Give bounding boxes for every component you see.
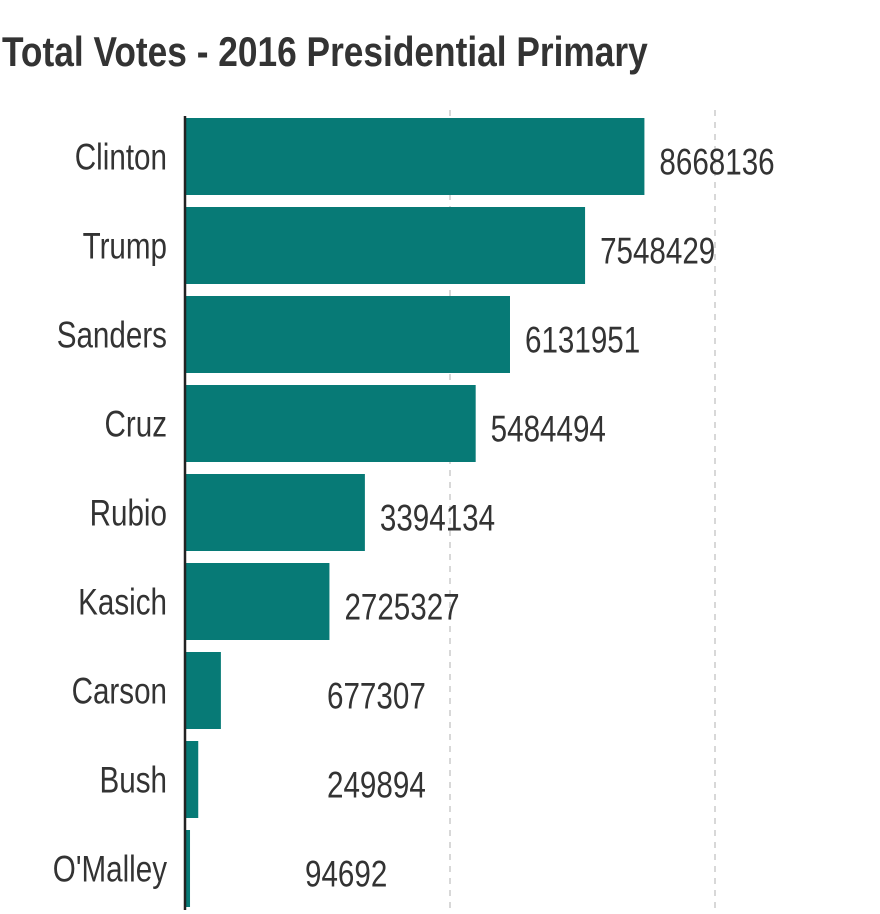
chart-title: Total Votes - 2016 Presidential Primary bbox=[2, 28, 648, 75]
bar bbox=[185, 207, 586, 284]
bar bbox=[185, 830, 191, 907]
data-label: 6131951 bbox=[525, 320, 640, 361]
category-label: Trump bbox=[83, 226, 167, 267]
data-label: 249894 bbox=[327, 765, 426, 806]
bar bbox=[185, 118, 645, 195]
bar bbox=[185, 385, 476, 462]
bar bbox=[185, 741, 199, 818]
category-label: Rubio bbox=[90, 493, 167, 534]
bar bbox=[185, 474, 365, 551]
data-label: 677307 bbox=[327, 676, 426, 717]
category-label: O'Malley bbox=[53, 849, 168, 890]
data-label: 94692 bbox=[305, 854, 387, 895]
bar bbox=[185, 296, 510, 373]
bar bbox=[185, 563, 330, 640]
data-label: 7548429 bbox=[600, 231, 715, 272]
category-label: Clinton bbox=[75, 137, 167, 178]
bar bbox=[185, 652, 221, 729]
category-label: Carson bbox=[72, 671, 167, 712]
data-label: 2725327 bbox=[344, 587, 459, 628]
category-label: Kasich bbox=[78, 582, 167, 623]
data-label: 8668136 bbox=[659, 142, 774, 183]
data-label: 3394134 bbox=[380, 498, 495, 539]
category-label: Sanders bbox=[57, 315, 167, 356]
category-label: Bush bbox=[100, 760, 168, 801]
category-label: Cruz bbox=[105, 404, 168, 445]
data-label: 5484494 bbox=[491, 409, 606, 450]
